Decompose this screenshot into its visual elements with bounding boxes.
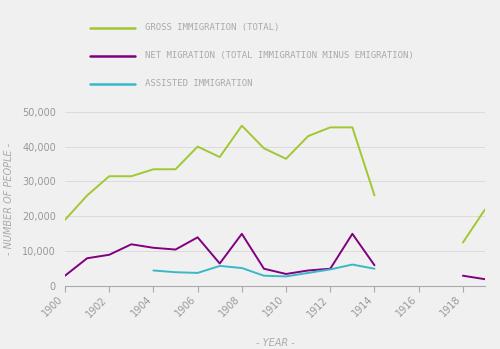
Y-axis label: - NUMBER OF PEOPLE -: - NUMBER OF PEOPLE - — [4, 143, 14, 255]
Text: GROSS IMMIGRATION (TOTAL): GROSS IMMIGRATION (TOTAL) — [145, 23, 280, 32]
Text: ASSISTED IMMIGRATION: ASSISTED IMMIGRATION — [145, 79, 252, 88]
Text: NET MIGRATION (TOTAL IMMIGRATION MINUS EMIGRATION): NET MIGRATION (TOTAL IMMIGRATION MINUS E… — [145, 51, 414, 60]
X-axis label: - YEAR -: - YEAR - — [256, 339, 294, 348]
